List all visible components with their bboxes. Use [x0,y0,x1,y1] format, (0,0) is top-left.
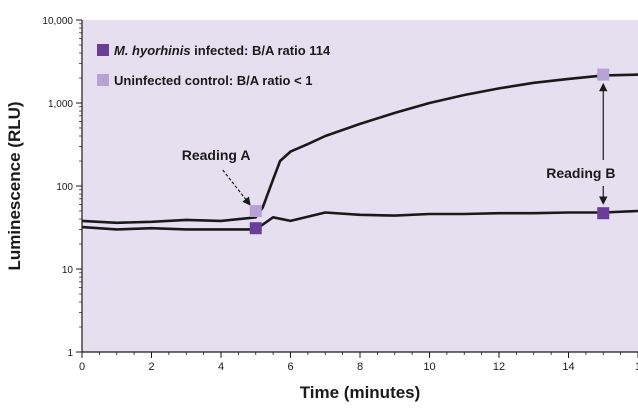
plot-area [82,20,638,352]
x-tick-label: 6 [287,361,293,373]
annotation-reading-a: Reading A [182,147,251,163]
legend-label-infected-italic: M. hyorhinis [114,43,191,58]
y-tick-label: 1 [67,348,73,359]
y-tick-label: 1,000 [48,99,73,110]
y-tick-label: 10,000 [42,16,73,27]
legend-label-uninfected: Uninfected control: B/A ratio < 1 [114,73,313,88]
reading-marker-infected [597,207,610,220]
y-tick-label: 10 [62,265,74,276]
reading-marker-uninfected [597,68,610,81]
y-tick-label: 100 [56,182,73,193]
reading-marker-infected [249,222,262,235]
annotations: Reading A Reading B [182,82,615,206]
reading-markers [249,68,610,235]
x-tick-label: 12 [493,361,505,373]
x-tick-label: 0 [79,361,85,373]
axes: 0 2 4 6 8 10 12 14 1 1 10 100 1,000 10,000 [42,16,638,373]
x-tick-label: 8 [357,361,363,373]
x-tick-label: 1 [635,361,638,373]
legend-label-infected: M. hyorhinis infected: B/A ratio 114 [114,43,331,58]
legend-swatch-infected [97,44,109,56]
x-tick-label: 4 [218,361,224,373]
x-tick-label: 2 [148,361,154,373]
series-lines [81,73,638,231]
annotation-arrow-a [222,169,251,206]
y-axis-label: Luminescence (RLU) [5,101,24,270]
x-tick-label: 10 [423,361,435,373]
annotation-reading-b: Reading B [546,165,615,181]
series-line-uninfected [81,209,638,231]
x-axis-label: Time (minutes) [300,383,421,402]
x-tick-label: 14 [562,361,574,373]
reading-marker-uninfected [249,204,262,217]
legend-label-infected-rest: infected: B/A ratio 114 [191,43,331,58]
legend: M. hyorhinis infected: B/A ratio 114 Uni… [97,43,331,88]
series-line-infected [81,73,638,225]
legend-swatch-uninfected [97,74,109,86]
